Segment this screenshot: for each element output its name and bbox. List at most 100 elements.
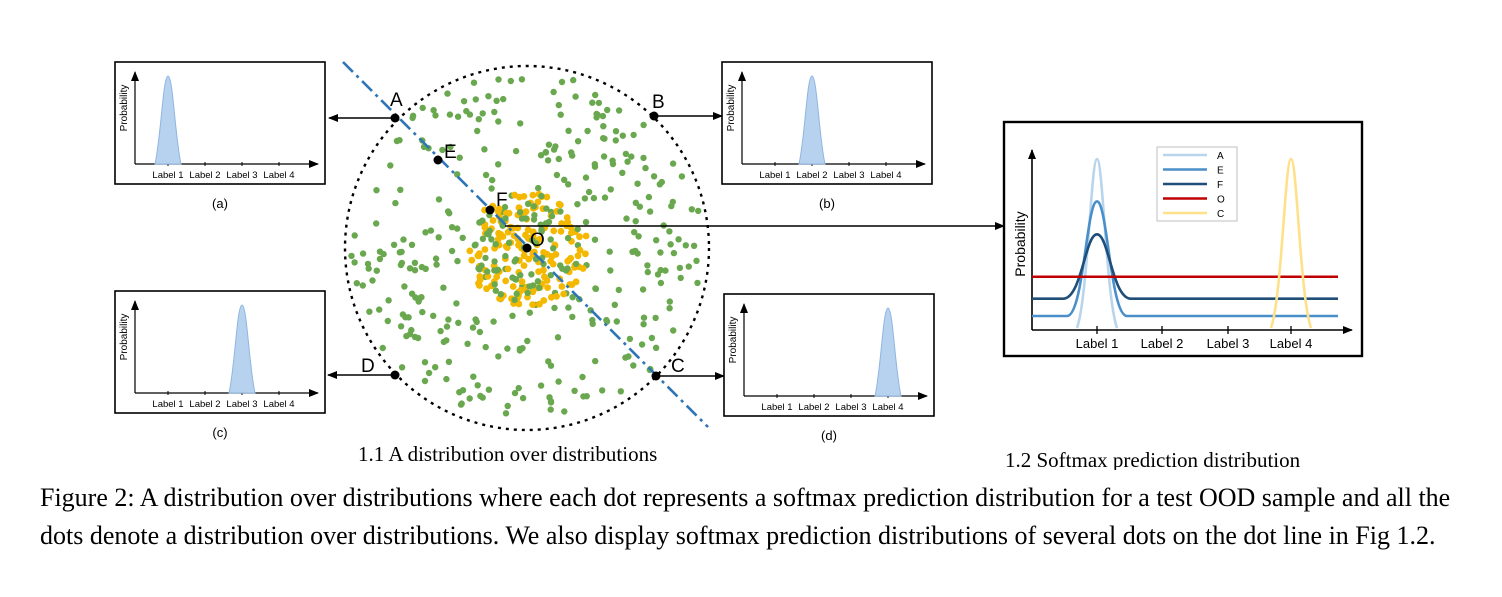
dot-green	[682, 242, 689, 249]
dot-green	[574, 225, 581, 233]
dot-yellow	[548, 293, 555, 301]
dot-green	[497, 291, 504, 298]
x-ticks: Label 1 Label 2 Label 3 Label 4	[1076, 326, 1312, 351]
dot-green	[534, 278, 542, 285]
svg-text:O: O	[530, 230, 545, 251]
small-chart-frame	[723, 293, 935, 417]
dot-green	[559, 265, 566, 272]
dot-green	[512, 276, 520, 283]
dot-yellow	[483, 285, 490, 293]
dot-green	[532, 240, 540, 247]
dot-green	[419, 104, 426, 112]
dot-green	[397, 186, 404, 193]
dot-green	[589, 320, 596, 327]
dot-green	[601, 135, 608, 142]
dot-yellow	[502, 209, 510, 217]
dot-green	[348, 252, 355, 260]
dot-green	[612, 128, 620, 135]
dot-green	[507, 77, 514, 85]
x-tick-label: Label 3	[1207, 336, 1250, 351]
dot-green	[489, 176, 496, 184]
dot-green	[657, 249, 664, 256]
dot-yellow	[574, 252, 582, 260]
dot-green	[648, 334, 656, 342]
dot-green	[454, 113, 462, 120]
small-chart-caption: (b)	[819, 196, 835, 211]
dot-green	[385, 297, 392, 304]
dot-green	[574, 201, 581, 208]
dot-green	[408, 326, 415, 334]
dot-green	[569, 294, 576, 301]
dot-green	[411, 259, 419, 266]
dot-green	[555, 378, 562, 385]
small-tick-label: Label 2	[798, 402, 829, 413]
dot-green	[359, 282, 366, 289]
dot-green	[565, 304, 572, 311]
dot-yellow	[484, 273, 492, 280]
dot-green	[552, 143, 559, 150]
dot-green	[685, 263, 692, 270]
dot-green	[437, 327, 444, 335]
dot-yellow	[529, 191, 537, 199]
small-tick-label: Label 2	[189, 399, 220, 410]
small-tick-label: Label 1	[152, 170, 183, 181]
dot-green	[667, 241, 674, 248]
dot-green	[513, 290, 520, 298]
dot-green	[373, 220, 380, 227]
dot-green	[373, 187, 380, 194]
dot-green	[460, 98, 468, 105]
dot-green	[571, 387, 578, 394]
dot-green	[364, 260, 372, 268]
dot-green	[644, 262, 651, 269]
dot-yellow	[553, 292, 560, 300]
dot-green	[408, 241, 416, 248]
svg-text:B: B	[652, 92, 665, 113]
dot-green	[516, 209, 524, 216]
dot-green	[574, 242, 582, 249]
dot-green	[479, 110, 486, 117]
small-tick-label: Label 4	[263, 170, 294, 181]
dot-green	[650, 173, 658, 180]
dot-yellow	[582, 250, 589, 258]
dot-green	[422, 265, 429, 272]
dot-green	[469, 324, 477, 331]
point-O: O	[522, 230, 545, 253]
dot-green	[630, 362, 637, 369]
dot-green	[502, 410, 510, 417]
small-tick-label: Label 3	[833, 170, 864, 181]
dot-green	[482, 254, 489, 262]
dot-green	[376, 255, 384, 263]
dot-green	[411, 333, 419, 341]
softmax-chart: Probability Label 1 Label 2 Label 3 Label 4…	[1002, 120, 1364, 358]
dot-green	[491, 108, 498, 116]
dot-green	[569, 152, 576, 159]
dot-green	[502, 215, 509, 222]
dot-green	[455, 319, 462, 326]
dot-green	[599, 112, 607, 120]
dot-green	[678, 173, 686, 180]
dot-green	[634, 180, 641, 187]
dot-green	[615, 107, 623, 114]
dot-green	[561, 176, 568, 183]
dot-green	[592, 91, 599, 99]
legend-label: C	[1217, 209, 1224, 220]
dot-green	[644, 268, 651, 276]
dot-yellow	[476, 282, 483, 289]
dot-green	[632, 199, 639, 206]
series-C	[1269, 157, 1313, 329]
dot-green	[353, 280, 360, 287]
small-y-label: Probability	[728, 317, 739, 364]
dot-yellow	[502, 277, 510, 285]
dot-green	[600, 123, 607, 130]
dot-green	[398, 364, 406, 371]
dot-green	[557, 111, 564, 118]
dot-green	[474, 382, 481, 389]
dot-green	[495, 161, 502, 168]
dot-green	[652, 344, 660, 351]
dash-dot-line	[342, 61, 709, 428]
dot-green	[365, 265, 372, 272]
dot-green	[570, 76, 577, 84]
legend-label: A	[1217, 151, 1224, 162]
dot-green	[630, 131, 637, 139]
dot-green	[545, 141, 553, 148]
